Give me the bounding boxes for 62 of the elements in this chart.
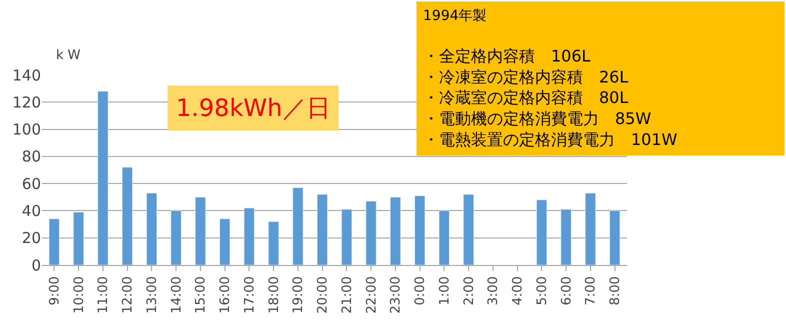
x-tick-label: 18:00 [266, 276, 282, 314]
annotation: ・電熱装置の定格消費電力 101W [423, 130, 678, 149]
y-tick-label: 0 [31, 256, 41, 274]
x-tick-label: 20:00 [316, 276, 331, 314]
bar [48, 218, 60, 265]
x-tick-label: 21:00 [340, 276, 355, 314]
x-tick-label: 23:00 [388, 276, 404, 314]
bar [122, 167, 133, 265]
bar [244, 208, 255, 265]
bar [316, 194, 328, 265]
x-tick-label: 6:00 [559, 276, 574, 306]
y-tick-label: 140 [12, 66, 41, 84]
bar [390, 196, 401, 265]
x-tick-label: 1:00 [437, 276, 452, 306]
bar [195, 196, 206, 265]
x-tick-label: 2:00 [462, 276, 477, 306]
y-tick-label: 40 [22, 202, 41, 220]
x-tick-label: 9:00 [47, 276, 62, 306]
bar [536, 200, 548, 265]
bar [414, 196, 426, 265]
x-tick-label: 0:00 [413, 276, 428, 306]
bar [585, 192, 596, 265]
annotation: ・電動機の定格消費電力 85W [423, 109, 652, 128]
y-tick-label: 100 [12, 120, 41, 139]
bar [170, 210, 182, 265]
x-tick-label: 12:00 [120, 276, 136, 314]
x-tick-label: 8:00 [608, 276, 624, 306]
bar [341, 209, 352, 265]
x-tick-label: 22:00 [364, 276, 380, 314]
y-tick-label: 60 [22, 174, 41, 193]
y-tick-label: 80 [22, 148, 41, 166]
x-tick-label: 14:00 [169, 276, 184, 314]
bar [219, 218, 230, 265]
y-tick-label: 120 [12, 93, 41, 112]
x-tick-label: 13:00 [144, 276, 160, 314]
bar [609, 210, 620, 265]
bar [366, 200, 376, 265]
bar [438, 210, 450, 265]
x-tick-label: 15:00 [194, 276, 209, 314]
x-tick-label: 10:00 [72, 276, 87, 314]
annotation: ・冷蔵室の定格内容積 80L [423, 88, 628, 108]
x-tick-label: 4:00 [510, 276, 526, 306]
x-tick-label: 19:00 [291, 276, 306, 314]
x-tick-label: 11:00 [96, 276, 112, 314]
bar [98, 91, 108, 265]
text: 1994年製 [423, 8, 487, 24]
x-tick-label: 17:00 [242, 276, 258, 314]
annotation: 1.98kWh／日 [176, 94, 330, 122]
bar [268, 221, 279, 265]
annotation: ・冷凍室の定格内容積 26L [423, 67, 628, 86]
x-tick-label: 3:00 [486, 276, 502, 306]
bar [560, 209, 572, 265]
text: ・全定格内容積 106L [423, 46, 590, 66]
x-tick-label: 5:00 [534, 276, 550, 306]
bar [463, 194, 474, 265]
x-tick-label: 7:00 [584, 276, 599, 306]
x-tick-label: 16:00 [218, 276, 234, 314]
y-tick-label: 20 [22, 229, 41, 248]
y-axis-title: k W [56, 48, 81, 63]
bar [146, 192, 158, 265]
bar [73, 212, 84, 265]
bar [292, 187, 304, 265]
